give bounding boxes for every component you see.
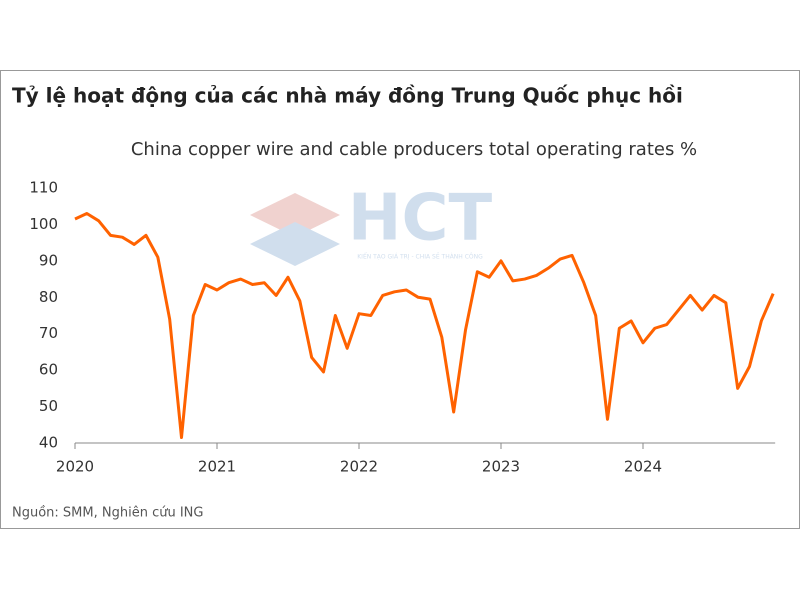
source-note: Nguồn: SMM, Nghiên cứu ING	[12, 506, 203, 521]
y-tick-label: 110	[29, 179, 58, 197]
y-tick-label: 40	[39, 434, 58, 452]
x-tick-label: 2021	[198, 458, 236, 476]
y-tick-label: 80	[39, 288, 58, 306]
x-tick-label: 2024	[624, 458, 662, 476]
x-tick-label: 2020	[56, 458, 94, 476]
watermark-tagline: KIẾN TẠO GIÁ TRỊ - CHIA SẺ THÀNH CÔNG	[357, 253, 483, 261]
frame	[0, 70, 800, 529]
y-tick-label: 70	[39, 324, 58, 342]
y-tick-label: 60	[39, 361, 58, 379]
watermark-diamond	[250, 193, 340, 237]
x-tick-label: 2022	[340, 458, 378, 476]
chart-subtitle: China copper wire and cable producers to…	[131, 139, 697, 160]
y-tick-label: 50	[39, 397, 58, 415]
watermark-diamond	[250, 222, 340, 266]
y-tick-label: 90	[39, 251, 58, 269]
watermark: HCT KIẾN TẠO GIÁ TRỊ - CHIA SẺ THÀNH CÔN…	[250, 182, 492, 266]
watermark-text: HCT	[348, 182, 493, 256]
chart-title: Tỷ lệ hoạt động của các nhà máy đồng Tru…	[12, 84, 683, 108]
x-tick-label: 2023	[482, 458, 520, 476]
data-line	[74, 212, 775, 440]
y-tick-label: 100	[29, 215, 58, 233]
